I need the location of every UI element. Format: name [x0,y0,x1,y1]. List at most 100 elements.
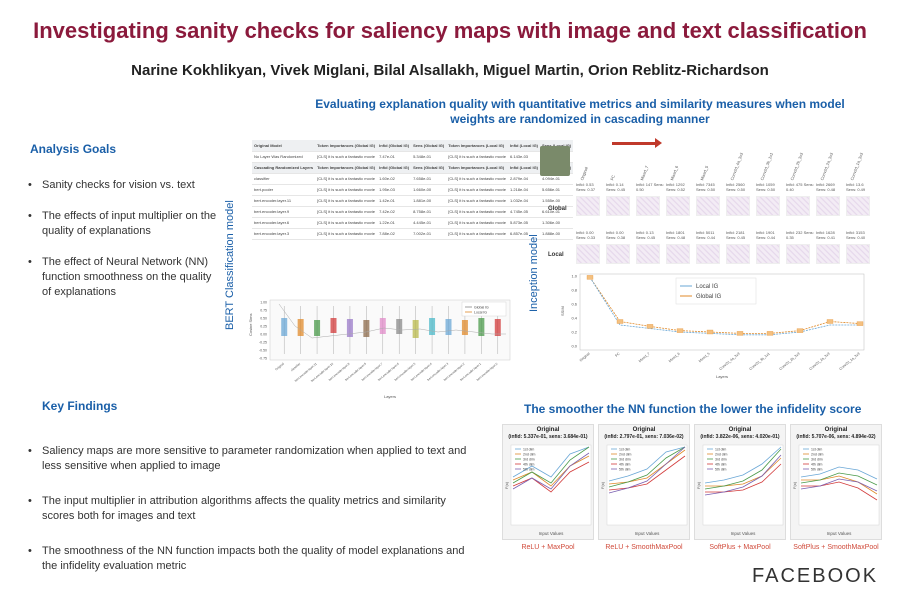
table-cell: Token Importances (Global IG) [315,140,378,152]
legend-label: 4th dim [619,463,631,467]
legend-label: Local IG [696,284,719,290]
table-cell: Infid (Global IG) [377,162,412,174]
plot-title: Original [728,427,752,433]
bert-table-body: classifier [CLS] it is such a fantastic m… [252,173,574,240]
table-cell: [CLS] it is such a fantastic movie [315,184,378,196]
dim-line [801,475,878,495]
y-tick-label: -0.25 [259,341,267,345]
table-cell: 7.42e-02 [377,206,412,218]
local-saliency-thumbnail [726,244,750,264]
table-cell: [CLS] it is such a fantastic movie [446,195,509,207]
y-tick-label: 0.2 [571,330,577,335]
box [676,328,684,333]
local-metric: Infid: 2181 Sens: 0.45 [726,230,746,240]
table-cell: 1.555e-00 [540,195,574,207]
row-label-global: Global [548,206,567,212]
table-cell: [CLS] it is such a fantastic movie [446,206,509,218]
table-cell: 1.218e-04 [508,184,541,196]
table-cell: 1.22e-01 [377,217,412,229]
goal-item: Sanity checks for vision vs. text [28,178,218,193]
dim-line [704,454,782,496]
author-list: Narine Kokhlikyan, Vivek Miglani, Bilal … [131,62,769,79]
table-cell: Cascading Randomized Layers [252,162,316,174]
y-tick-label: -0.50 [259,349,267,353]
local-metric: Infid: 232 Sens: 0.35 [786,230,814,240]
y-axis-label: F(x) [505,481,509,489]
poster-title: Investigating sanity checks for saliency… [33,18,867,43]
box [766,331,774,336]
legend-label: Local IG [474,311,487,315]
legend-label: 5th dim [619,468,631,472]
bird-input-image [540,146,570,176]
table-cell: [CLS] it is such a fantastic movie [315,217,378,229]
table-cell: Token Importances (Global IG) [315,162,378,174]
row-label-local: Local [548,252,564,258]
local-saliency-thumbnail [756,244,780,264]
box [429,318,436,335]
box [281,318,288,336]
table-cell: 2.879e-04 [508,173,541,185]
table-cell: Infid (Global IG) [377,140,412,152]
local-saliency-thumbnail [636,244,660,264]
activation-caption: ReLU + MaxPool [521,544,575,551]
legend-label: Global IG [474,306,489,310]
x-tick-label: Conv2d_4a_3x3 [719,352,741,371]
global-saliency-thumbnail [756,196,780,216]
y-tick-label: 0.4 [571,316,577,321]
dim-line [800,472,878,486]
table-cell: 1.42e-01 [377,195,412,207]
x-tick-label: Conv2d_2b_3x3 [779,352,801,371]
global-ig-line [589,277,861,334]
table-cell: bert.encoder.layer.3 [252,228,316,240]
x-tick-label: Original [579,352,591,363]
dim-line [512,461,590,493]
box [494,319,501,336]
legend-label: 3rd dim [811,458,823,462]
table-cell: 6.857e-05 [508,228,541,240]
plot-area [510,444,592,526]
table-row: bert.encoder.layer.9 [CLS] it is such a f… [252,206,574,218]
dim-line [512,446,590,478]
x-axis-label: Input Values [635,531,660,536]
local-metric: Infid: 5011 Sens: 0.44 [696,230,716,240]
plot-title: Original [536,427,560,433]
dim-line [512,446,590,484]
legend-label: Global IG [696,294,722,300]
legend-label: 2nd dim [523,453,536,457]
box [478,318,485,336]
box [363,320,370,337]
x-axis-label: Input Values [827,531,852,536]
box [396,319,403,334]
global-saliency-thumbnail [846,196,870,216]
dim-line [608,446,686,482]
x-axis-label: Layers [716,374,728,379]
layer-label: Conv2d_2a_3x3 [819,151,834,181]
plot-area [579,273,865,351]
global-metric: Infid: 475 Sens: 0.40 [786,182,814,192]
table-cell: [CLS] it is such a fantastic movie [446,151,509,163]
y-tick-label: 0.8 [571,288,577,293]
legend-label: 4th dim [811,463,823,467]
y-tick-label: 0.0 [571,344,577,349]
table-cell: classifier [252,173,316,185]
box [346,319,353,337]
box [736,331,744,336]
dim-line [608,455,686,491]
y-axis-label: SSIM [560,306,565,316]
legend-label: 3rd dim [523,458,535,462]
box [445,319,452,335]
local-metric: Infid: 1801 Sens: 0.48 [666,230,686,240]
y-tick-label: 0.00 [260,333,267,337]
local-metric: Infid: 0.13 Sens: 0.45 [636,230,656,240]
finding-item: Saliency maps are more sensitive to para… [28,444,468,474]
global-metric: Infid: 1059 Sens: 0.50 [756,182,776,192]
y-tick-label: 0.50 [260,317,267,321]
global-metric: Infid: 2669 Sens: 0.48 [816,182,836,192]
table-cell: 1.888e-00 [540,228,574,240]
x-tick-label: Mixed_5 [698,352,711,364]
y-tick-label: 0.25 [260,325,267,329]
table-cell: bert.encoder.layer.11 [252,195,316,207]
box [796,328,804,333]
plot-metrics: (infid: 5.707e-06, sens: 4.894e-02) [796,434,876,440]
activation-caption: SoftPlus + SmoothMaxPool [793,544,879,551]
